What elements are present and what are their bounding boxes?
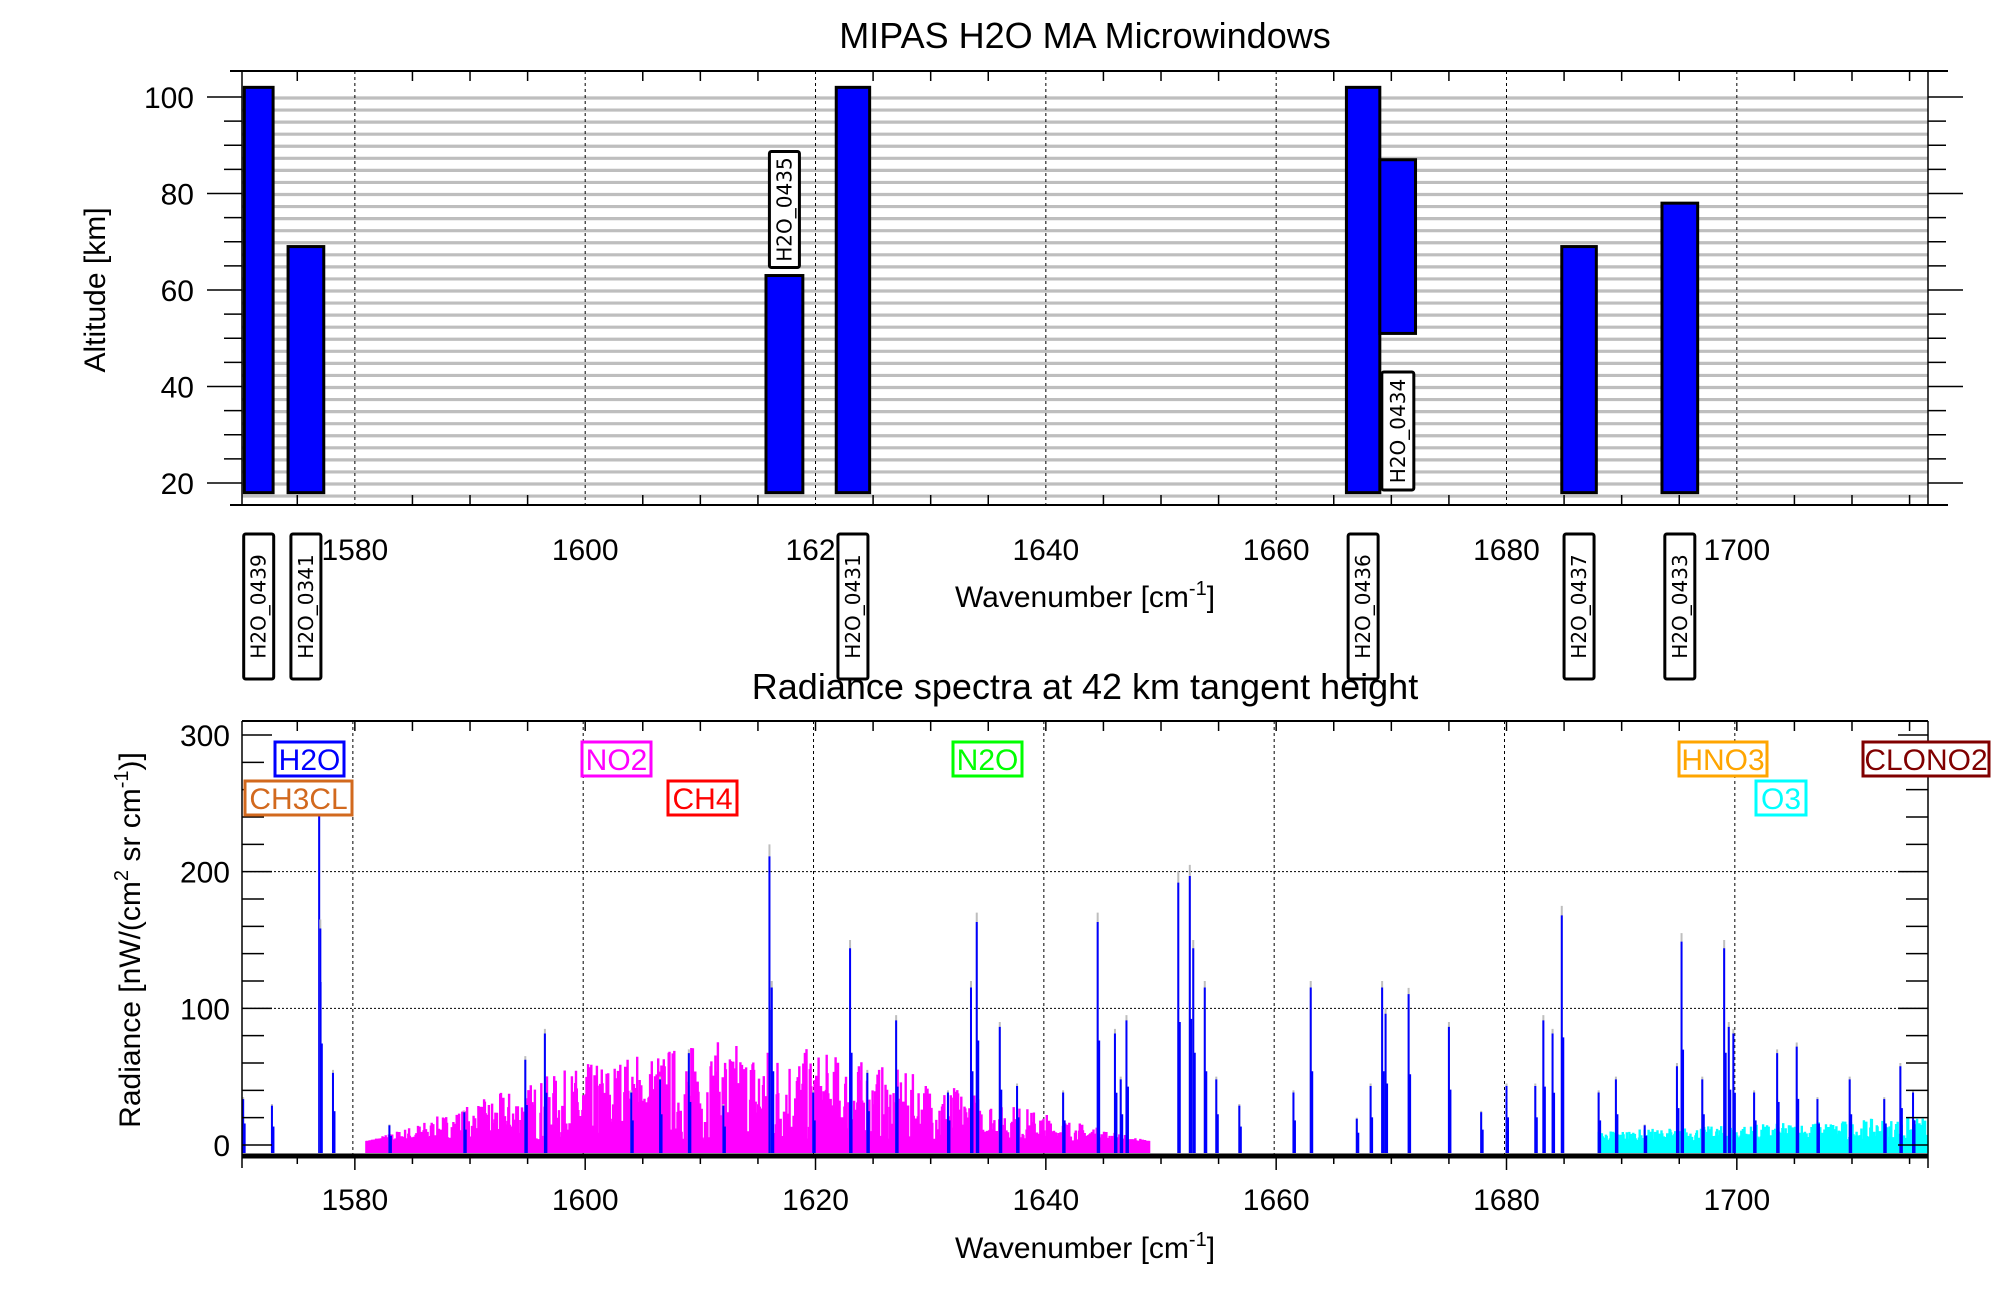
legend-label-no2: NO2 (586, 744, 648, 777)
altitude-tick-label: 100 (144, 82, 194, 115)
legend-label-ch3cl: CH3CL (249, 783, 347, 816)
legend-box-n2o (951, 740, 1024, 778)
legend-box-ch3cl (243, 779, 354, 817)
altitude-tick-label: 60 (161, 275, 194, 308)
altitude-tick-label: 80 (161, 179, 194, 212)
altitude-tick-label: 20 (161, 468, 194, 501)
microwindow-label: H2O_0431 (841, 554, 865, 658)
microwindow-label-box (1346, 532, 1380, 681)
wavenumber-tick-label: 1680 (1473, 534, 1540, 567)
microwindow-label: H2O_0435 (772, 157, 796, 261)
top-plot-title: MIPAS H2O MA Microwindows (839, 15, 1330, 56)
wavenumber-tick-label: 1600 (552, 534, 619, 567)
legend-box-no2 (580, 740, 653, 778)
wavenumber-tick-label: 1700 (1703, 534, 1770, 567)
microwindow-bar-H2O_0439 (242, 85, 275, 495)
microwindow-bar-H2O_0341 (286, 245, 326, 495)
microwindow-label-box (1380, 370, 1416, 492)
microwindow-label-box (767, 150, 801, 270)
microwindow-label-box (289, 532, 323, 681)
top-xaxis-label: Wavenumber [cm-1] (955, 578, 1215, 614)
species-legend: H2O CH3CL NO2 CH4 N2O HNO3 O3 CLONO2 (243, 740, 1991, 817)
bottom-plot-frame (241, 720, 1929, 1168)
legend-box-hno3 (1677, 740, 1769, 778)
microwindow-bar-H2O_0435 (764, 274, 805, 495)
wavenumber-tick-label: 162 (785, 534, 835, 567)
microwindow-bar-H2O_0437 (1560, 245, 1598, 495)
microwindow-label: H2O_0439 (247, 554, 271, 658)
microwindow-label: H2O_0433 (1668, 554, 1692, 658)
radiance-gridlines (242, 721, 1928, 1156)
top-plot-frame (230, 70, 1948, 506)
wavenumber-gridlines (354, 71, 1738, 505)
radiance-tick-label: 100 (180, 993, 230, 1026)
microwindow-label-box (1562, 532, 1596, 681)
bottom-plot-title: Radiance spectra at 42 km tangent height (752, 666, 1418, 707)
radiance-axis-label: Radiance [nW/(cm2 sr cm-1)] (111, 752, 147, 1128)
band-o3 (1597, 1118, 1929, 1153)
radiance-label-c: )] (114, 752, 147, 770)
microwindow-labels: H2O_0439 H2O_0341 H2O_0435 H2O_0431 H2O_0436… (242, 150, 1697, 681)
microwindow-bar-H2O_0433 (1660, 201, 1700, 495)
microwindow-plot: MIPAS H2O MA Microwindows 20 40 60 80 100 15… (79, 15, 1963, 681)
legend-label-ch4: CH4 (672, 783, 732, 816)
wavenumber-tick-label: 1680 (1473, 1184, 1540, 1217)
wavenumber-tick-label: 1580 (321, 534, 388, 567)
legend-label-hno3: HNO3 (1681, 744, 1764, 777)
bottom-xaxis-label-sup: -1 (1189, 1229, 1207, 1251)
microwindow-bar-H2O_0436 (1344, 85, 1382, 495)
radiance-label-sup2: -1 (111, 771, 133, 789)
microwindow-bar-H2O_0431 (834, 85, 872, 495)
microwindow-label-box (836, 532, 870, 681)
wavenumber-tick-label: 1640 (1012, 1184, 1079, 1217)
wavenumber-tick-label: 1700 (1703, 1184, 1770, 1217)
microwindow-bar-H2O_0434 (1378, 158, 1418, 335)
h2o-spectrum (242, 782, 1916, 1153)
wavenumber-tick-label: 1580 (321, 1184, 388, 1217)
radiance-label-b: sr cm (114, 788, 147, 870)
microwindow-bars (242, 85, 1700, 495)
legend-box-clono2 (1861, 740, 1991, 778)
legend-label-clono2: CLONO2 (1864, 744, 1987, 777)
bottom-wavenumber-axis: 1580 1600 1620 1640 1660 1680 1700 (296, 721, 1911, 1217)
top-xaxis-label-end: ] (1207, 581, 1215, 614)
altitude-tick-label: 40 (161, 372, 194, 405)
microwindow-label-box (242, 532, 276, 681)
wavenumber-tick-label: 1600 (552, 1184, 619, 1217)
radiance-axis: 0 100 200 300 (180, 720, 1928, 1163)
legend-label-n2o: N2O (957, 744, 1019, 777)
legend-box-ch4 (666, 779, 739, 817)
species-bands (365, 1042, 1929, 1153)
wavenumber-tick-label: 1660 (1243, 534, 1310, 567)
radiance-label-a: Radiance [nW/(cm (114, 881, 147, 1128)
top-xaxis-label-sup: -1 (1189, 578, 1207, 600)
top-xaxis-label-base: Wavenumber [cm (955, 581, 1189, 614)
bottom-xaxis-label: Wavenumber [cm-1] (955, 1229, 1215, 1265)
radiance-label-sup1: 2 (111, 870, 133, 881)
altitude-axis: 20 40 60 80 100 (144, 82, 1963, 501)
legend-box-o3 (1754, 779, 1808, 817)
radiance-tick-label: 300 (180, 720, 230, 753)
radiance-plot: Radiance spectra at 42 km tangent height… (111, 666, 1991, 1265)
legend-label-h2o: H2O (279, 744, 341, 777)
microwindow-label: H2O_0434 (1386, 379, 1410, 483)
legend-box-h2o (273, 740, 346, 778)
bottom-xaxis-label-base: Wavenumber [cm (955, 1232, 1189, 1265)
wavenumber-tick-label: 1660 (1243, 1184, 1310, 1217)
wavenumber-tick-label: 1620 (782, 1184, 849, 1217)
microwindow-label: H2O_0341 (294, 554, 318, 658)
band-no2 (365, 1042, 1151, 1153)
top-wavenumber-axis: 1580 1600 162 1640 1660 1680 1700 (296, 71, 1911, 567)
microwindow-label: H2O_0437 (1567, 554, 1591, 658)
radiance-tick-label: 200 (180, 857, 230, 890)
microwindow-label: H2O_0436 (1351, 554, 1375, 658)
altitude-gridlines (242, 96, 1928, 498)
altitude-axis-label: Altitude [km] (79, 207, 112, 372)
legend-label-o3: O3 (1761, 783, 1801, 816)
radiance-tick-label: 0 (213, 1130, 230, 1163)
bottom-xaxis-label-end: ] (1207, 1232, 1215, 1265)
wavenumber-tick-label: 1640 (1012, 534, 1079, 567)
microwindow-label-box (1663, 532, 1697, 681)
